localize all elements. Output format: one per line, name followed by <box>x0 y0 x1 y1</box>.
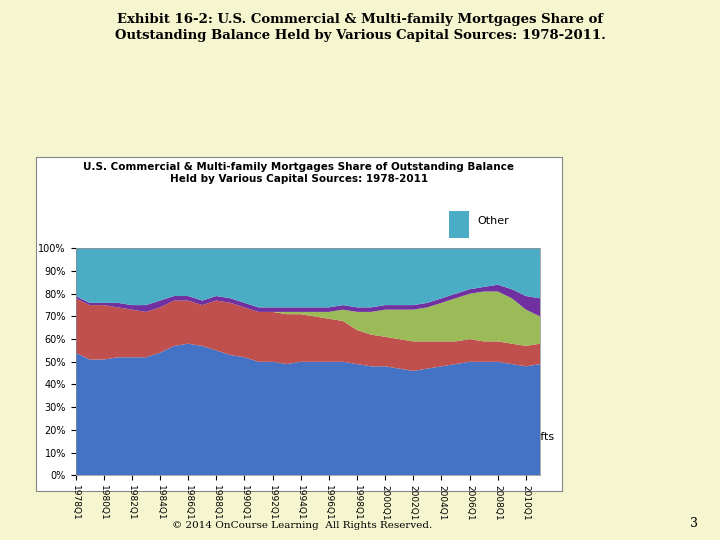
FancyBboxPatch shape <box>449 265 469 292</box>
FancyBboxPatch shape <box>449 373 469 400</box>
Text: Exhibit 16-2: U.S. Commercial & Multi-family Mortgages Share of
Outstanding Bala: Exhibit 16-2: U.S. Commercial & Multi-fa… <box>114 14 606 42</box>
Text: © 2014 OnCourse Learning  All Rights Reserved.: © 2014 OnCourse Learning All Rights Rese… <box>172 521 433 530</box>
Text: U.S. Commercial & Multi-family Mortgages Share of Outstanding Balance
Held by Va: U.S. Commercial & Multi-family Mortgages… <box>84 162 514 184</box>
Text: Other: Other <box>477 217 509 226</box>
Text: CMBS: CMBS <box>477 325 509 334</box>
FancyBboxPatch shape <box>449 211 469 238</box>
Text: 3: 3 <box>690 517 698 530</box>
FancyBboxPatch shape <box>449 319 469 346</box>
Text: GSEs: GSEs <box>477 271 506 280</box>
Text: LICs: LICs <box>477 379 500 388</box>
FancyBboxPatch shape <box>449 427 469 454</box>
Text: Banks&Thrifts: Banks&Thrifts <box>477 433 556 442</box>
